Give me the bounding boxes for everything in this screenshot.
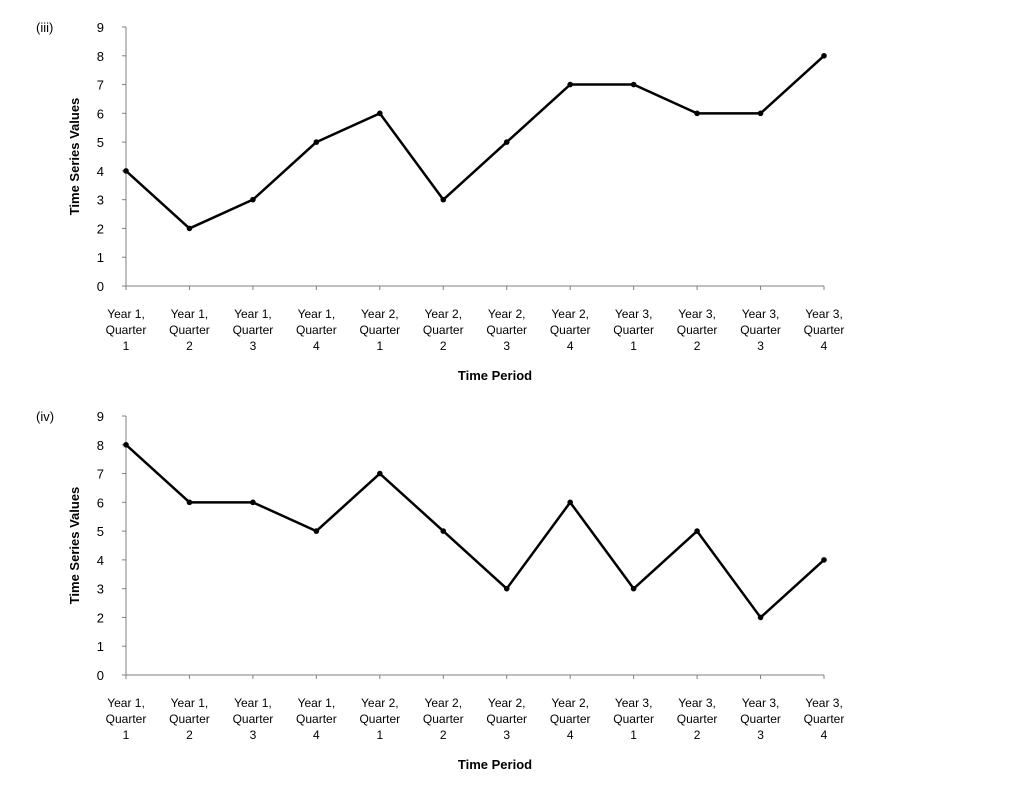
- chart2-x-axis-title: Time Period: [458, 757, 532, 772]
- chart1-data-point: [694, 110, 700, 117]
- chart2-data-point: [757, 614, 764, 621]
- chart2-y-tick-label: 8: [97, 438, 104, 453]
- chart1-x-tick-label: Year 3, Quarter 1: [613, 307, 654, 353]
- chart2-data-point: [567, 499, 573, 506]
- chart2-y-tick-label: 0: [97, 668, 104, 683]
- chart2-x-tick-label: Year 3, Quarter 3: [740, 696, 781, 742]
- chart1-y-tick-label: 9: [97, 20, 104, 35]
- chart1-x-tick-label: Year 1, Quarter 1: [106, 307, 147, 353]
- chart1-data-point: [123, 168, 129, 174]
- chart1-panel-label: (iii): [36, 20, 53, 35]
- chart1-x-tick-label: Year 2, Quarter 2: [423, 307, 464, 353]
- chart1-x-tick-label: Year 2, Quarter 1: [359, 307, 400, 353]
- chart1-data-point: [630, 81, 637, 88]
- chart2-data-point: [186, 499, 193, 506]
- chart2-data-point: [694, 528, 700, 534]
- chart1-y-tick-label: 5: [97, 135, 104, 150]
- chart2-data-point: [440, 528, 447, 534]
- chart2-y-tick-label: 1: [97, 639, 104, 654]
- chart2-y-tick-label: 9: [97, 409, 104, 424]
- chart2-x-tick-label: Year 1, Quarter 4: [296, 696, 337, 742]
- chart2-data-point: [377, 470, 383, 477]
- chart1-data-point: [567, 81, 573, 88]
- chart2-x-tick-label: Year 1, Quarter 2: [169, 696, 210, 742]
- chart1-y-tick-label: 0: [97, 279, 104, 294]
- chart1-x-tick-label: Year 3, Quarter 4: [804, 307, 845, 353]
- chart1-data-point: [440, 196, 447, 203]
- chart2-panel-label: (iv): [36, 409, 54, 424]
- chart2-x-tick-label: Year 3, Quarter 1: [613, 696, 654, 742]
- chart2-x-tick-label: Year 2, Quarter 4: [550, 696, 591, 742]
- chart1-data-point: [313, 139, 320, 145]
- chart2-x-tick-label: Year 3, Quarter 4: [804, 696, 845, 742]
- chart2-y-axis-title: Time Series Values: [67, 487, 82, 605]
- chart1-x-axis-title: Time Period: [458, 368, 532, 383]
- chart2-data-point: [503, 585, 510, 592]
- chart2-x-tick-label: Year 2, Quarter 1: [359, 696, 400, 742]
- chart1-y-tick-label: 6: [97, 106, 104, 121]
- chart2-y-tick-label: 7: [97, 467, 104, 482]
- chart2-y-tick-label: 4: [97, 553, 104, 568]
- chart2-x-tick-label: Year 1, Quarter 3: [233, 696, 274, 742]
- chart1-y-tick-label: 1: [97, 250, 104, 265]
- chart2-x-tick-label: Year 2, Quarter 2: [423, 696, 464, 742]
- chart1-y-axis-title: Time Series Values: [67, 98, 82, 216]
- chart1-y-tick-label: 3: [97, 193, 104, 208]
- chart2-data-point: [313, 528, 320, 534]
- chart1-x-tick-label: Year 2, Quarter 4: [550, 307, 591, 353]
- chart1-y-tick-label: 2: [97, 221, 104, 236]
- chart1-data-point: [377, 110, 383, 117]
- chart1-x-tick-label: Year 2, Quarter 3: [486, 307, 527, 353]
- chart1-x-tick-label: Year 1, Quarter 2: [169, 307, 210, 353]
- chart2-x-tick-label: Year 1, Quarter 1: [106, 696, 147, 742]
- chart2-x-tick-label: Year 2, Quarter 3: [486, 696, 527, 742]
- chart2-y-tick-label: 2: [97, 610, 104, 625]
- chart1-data-point: [503, 139, 510, 145]
- chart1-x-tick-label: Year 3, Quarter 3: [740, 307, 781, 353]
- chart1-y-tick-label: 8: [97, 49, 104, 64]
- chart1-x-tick-label: Year 1, Quarter 4: [296, 307, 337, 353]
- chart1-data-point: [821, 52, 827, 59]
- chart2-data-point: [821, 557, 827, 563]
- chart1-y-tick-label: 4: [97, 164, 104, 179]
- chart1-data-point: [757, 110, 764, 117]
- chart2-y-tick-label: 3: [97, 582, 104, 597]
- chart2-data-point: [250, 499, 256, 506]
- chart1-data-point: [186, 225, 193, 232]
- chart1-y-tick-label: 7: [97, 78, 104, 93]
- chart1-series-line: [125, 54, 825, 230]
- chart2-data-point: [630, 585, 637, 592]
- chart2-x-tick-label: Year 3, Quarter 2: [677, 696, 718, 742]
- chart2-series-line: [125, 443, 825, 619]
- chart1-data-point: [250, 196, 256, 203]
- chart2-data-point: [123, 441, 129, 448]
- chart2-y-tick-label: 6: [97, 495, 104, 510]
- chart1-x-tick-label: Year 1, Quarter 3: [233, 307, 274, 353]
- chart2-y-tick-label: 5: [97, 524, 104, 539]
- chart1-x-tick-label: Year 3, Quarter 2: [677, 307, 718, 353]
